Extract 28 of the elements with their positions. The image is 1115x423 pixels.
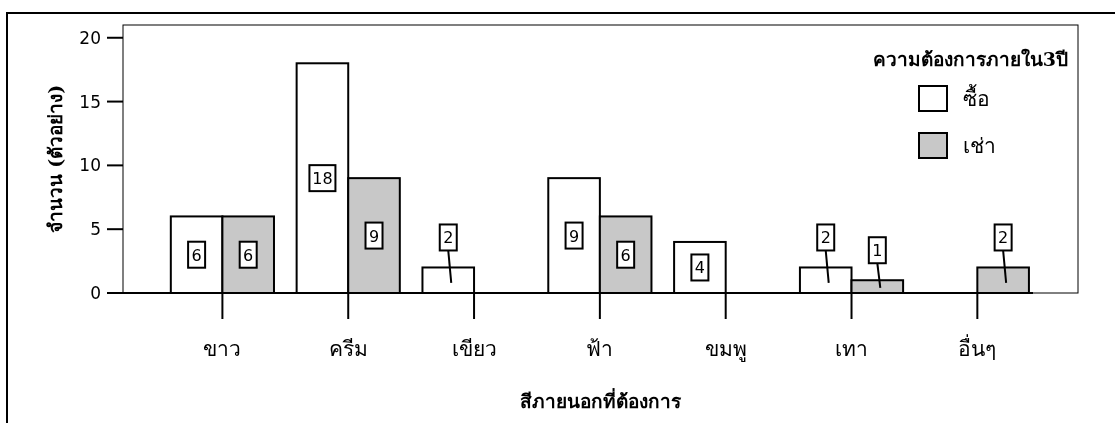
y-axis-title: จำนวน (ตัวอย่าง) bbox=[44, 84, 66, 234]
data-label: 9 bbox=[568, 226, 580, 246]
y-tick-label: 5 bbox=[90, 219, 101, 240]
y-tick-label: 20 bbox=[79, 27, 101, 48]
legend-label: ซื้อ bbox=[963, 84, 990, 111]
data-label: 2 bbox=[998, 228, 1009, 248]
data-label: 4 bbox=[694, 258, 705, 278]
x-tick-label: ฟ้า bbox=[586, 337, 614, 361]
data-label: 2 bbox=[443, 228, 454, 248]
x-tick-label: ครีม bbox=[328, 337, 368, 361]
data-label: 2 bbox=[820, 228, 831, 248]
y-tick-label: 10 bbox=[79, 155, 101, 176]
x-tick-label: ขมพู bbox=[704, 337, 747, 362]
data-label: 9 bbox=[368, 226, 380, 246]
data-label: 6 bbox=[620, 245, 631, 265]
x-tick-label: เทา bbox=[835, 337, 869, 361]
data-label: 6 bbox=[191, 245, 202, 265]
x-tick-label: อื่นๆ bbox=[958, 334, 997, 361]
x-tick-label: เขียว bbox=[451, 337, 497, 361]
x-tick-label: ขาว bbox=[203, 337, 242, 361]
data-label: 6 bbox=[243, 245, 254, 265]
data-label: 1 bbox=[872, 241, 883, 261]
legend-label: เช่า bbox=[963, 134, 996, 158]
x-axis-title: สีภายนอกที่ต้องการ bbox=[520, 388, 682, 412]
data-label: 18 bbox=[312, 169, 333, 189]
y-tick-label: 15 bbox=[79, 91, 101, 112]
legend-title: ความต้องการภายใน3ปี bbox=[872, 48, 1068, 70]
y-tick-label: 0 bbox=[90, 283, 101, 303]
